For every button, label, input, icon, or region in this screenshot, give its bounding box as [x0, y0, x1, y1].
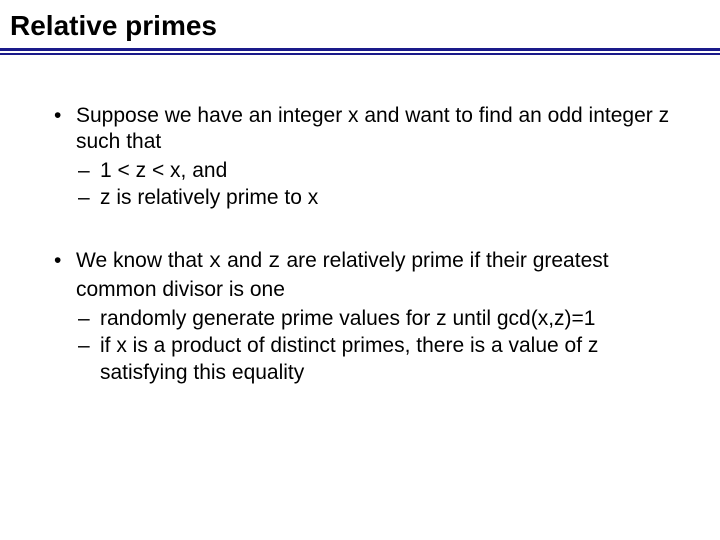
sub-bullet-item: z is relatively prime to x — [76, 185, 670, 212]
bullet-text-part: We know that — [76, 249, 209, 272]
sub-bullet-text: 1 < z < x, and — [100, 159, 227, 182]
sub-bullet-text: z is relatively prime to x — [100, 186, 318, 209]
bullet-item: We know that x and z are relatively prim… — [50, 248, 670, 386]
bullet-list: Suppose we have an integer x and want to… — [50, 103, 670, 387]
slide-title: Relative primes — [10, 10, 710, 42]
sub-bullet-list: 1 < z < x, and z is relatively prime to … — [76, 158, 670, 212]
sub-bullet-text: randomly generate prime values for z unt… — [100, 307, 595, 330]
bullet-text-mono: z — [268, 251, 281, 274]
bullet-text-part: and — [221, 249, 268, 272]
slide-content: Suppose we have an integer x and want to… — [0, 55, 720, 387]
sub-bullet-item: 1 < z < x, and — [76, 158, 670, 185]
sub-bullet-text: if x is a product of distinct primes, th… — [100, 334, 598, 384]
bullet-item: Suppose we have an integer x and want to… — [50, 103, 670, 213]
sub-bullet-list: randomly generate prime values for z unt… — [76, 306, 670, 387]
divider-thick — [0, 48, 720, 51]
sub-bullet-item: if x is a product of distinct primes, th… — [76, 333, 670, 387]
bullet-text: Suppose we have an integer x and want to… — [76, 104, 669, 154]
sub-bullet-item: randomly generate prime values for z unt… — [76, 306, 670, 333]
title-area: Relative primes — [0, 10, 720, 48]
slide: Relative primes Suppose we have an integ… — [0, 0, 720, 540]
bullet-text-mono: x — [209, 251, 222, 274]
